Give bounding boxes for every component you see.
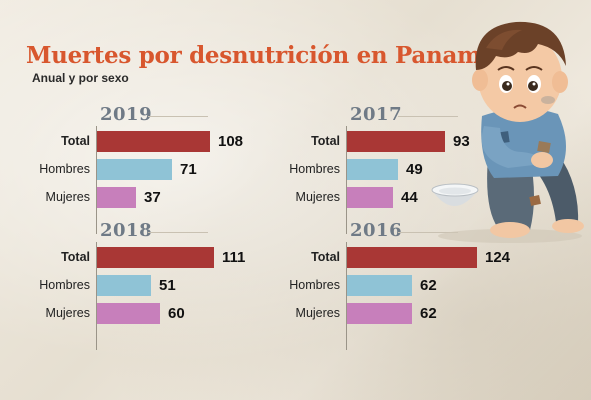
chart-subtitle: Anual y por sexo	[32, 71, 129, 85]
year-underline	[148, 116, 208, 117]
value-label-hombres: 71	[180, 161, 197, 178]
year-heading: 2017	[350, 104, 403, 125]
bar-total	[97, 131, 210, 152]
category-label-hombres: Hombres	[289, 162, 340, 176]
bar-mujeres	[97, 187, 136, 208]
value-label-total: 93	[453, 133, 470, 150]
bar-total	[347, 247, 477, 268]
bar-total	[347, 131, 445, 152]
bar-hombres	[347, 275, 412, 296]
panel-2018: 2018 Total 111 Hombres 51 Mujeres 60	[39, 220, 356, 350]
category-axis-line	[346, 242, 347, 350]
panel-2019: 2019 Total 108 Hombres 71 Mujeres 37	[39, 104, 356, 234]
value-label-hombres: 51	[159, 277, 176, 294]
category-label-total: Total	[311, 250, 340, 264]
year-heading: 2016	[350, 220, 403, 241]
category-label-hombres: Hombres	[39, 278, 90, 292]
bar-hombres	[97, 159, 172, 180]
category-label-total: Total	[61, 250, 90, 264]
value-label-total: 108	[218, 133, 244, 150]
value-label-mujeres: 44	[401, 189, 418, 206]
category-label-hombres: Hombres	[289, 278, 340, 292]
bar-hombres	[97, 275, 151, 296]
year-heading: 2019	[100, 104, 153, 125]
sad-child-illustration	[431, 21, 584, 243]
value-label-hombres: 49	[406, 161, 423, 178]
category-label-mujeres: Mujeres	[45, 190, 90, 204]
value-label-mujeres: 37	[144, 189, 161, 206]
value-label-mujeres: 60	[168, 305, 185, 322]
value-label-hombres: 62	[420, 277, 437, 294]
panel-2017: 2017 Total 93 Hombres 49 Mujeres 44	[289, 104, 591, 234]
year-underline	[398, 232, 458, 233]
category-label-mujeres: Mujeres	[295, 190, 340, 204]
category-label-mujeres: Mujeres	[45, 306, 90, 320]
bar-mujeres	[347, 303, 412, 324]
category-label-total: Total	[311, 134, 340, 148]
year-underline	[398, 116, 458, 117]
category-axis-line	[346, 126, 347, 234]
category-label-hombres: Hombres	[39, 162, 90, 176]
panel-2016: 2016 Total 124 Hombres 62 Mujeres 62	[289, 220, 591, 350]
value-label-total: 111	[222, 249, 246, 266]
bar-mujeres	[347, 187, 393, 208]
chart-title: Muertes por desnutrición en Panamá	[26, 42, 496, 69]
category-axis-line	[96, 242, 97, 350]
bar-mujeres	[97, 303, 160, 324]
bar-total	[97, 247, 214, 268]
year-underline	[148, 232, 208, 233]
bar-hombres	[347, 159, 398, 180]
category-axis-line	[96, 126, 97, 234]
category-label-total: Total	[61, 134, 90, 148]
category-label-mujeres: Mujeres	[295, 306, 340, 320]
value-label-mujeres: 62	[420, 305, 437, 322]
value-label-total: 124	[485, 249, 511, 266]
year-heading: 2018	[100, 220, 153, 241]
